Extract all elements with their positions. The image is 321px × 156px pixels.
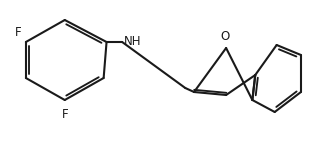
- Text: F: F: [14, 26, 21, 39]
- Text: NH: NH: [124, 35, 141, 48]
- Text: O: O: [220, 30, 229, 43]
- Text: F: F: [61, 108, 68, 121]
